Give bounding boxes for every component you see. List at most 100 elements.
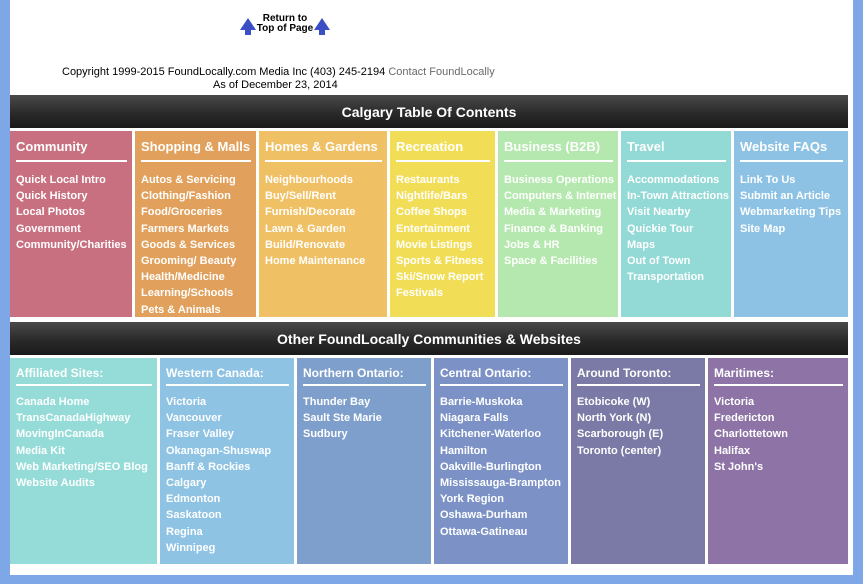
column-link[interactable]: Food/Groceries — [141, 206, 223, 219]
copyright-text: Copyright 1999-2015 FoundLocally.com Med… — [62, 66, 495, 79]
column-link[interactable]: Site Map — [740, 222, 786, 235]
column-link[interactable]: Pets & Animals — [141, 303, 221, 316]
column-link[interactable]: Out of Town — [627, 255, 691, 268]
column-link[interactable]: Goods & Services — [141, 238, 236, 251]
column-link[interactable]: Buy/Sell/Rent — [265, 190, 336, 203]
column-link[interactable]: Webmarketing Tips — [740, 206, 842, 219]
column-link[interactable]: York Region — [440, 493, 504, 506]
column-link[interactable]: Community/Charities — [16, 238, 127, 251]
column-title[interactable]: Website FAQs — [740, 139, 843, 162]
right-frame — [853, 0, 863, 584]
column-link[interactable]: Government — [16, 222, 81, 235]
column-link[interactable]: Coffee Shops — [396, 206, 467, 219]
column-link[interactable]: Winnipeg — [166, 541, 216, 554]
column-title[interactable]: Around Toronto: — [577, 366, 700, 386]
column-link[interactable]: Ski/Snow Report — [396, 271, 484, 284]
column-link[interactable]: Autos & Servicing — [141, 174, 236, 186]
column-link[interactable]: Calgary — [166, 477, 207, 490]
column-link[interactable]: Oshawa-Durham — [440, 509, 528, 522]
column-title[interactable]: Affiliated Sites: — [16, 366, 152, 386]
column-link[interactable]: Link To Us — [740, 174, 796, 186]
column-link[interactable]: Quickie Tour — [627, 222, 694, 235]
column-link[interactable]: Learning/Schools — [141, 287, 234, 300]
column-title[interactable]: Business (B2B) — [504, 139, 613, 162]
column-title[interactable]: Homes & Gardens — [265, 139, 382, 162]
column-link[interactable]: Neighbourhoods — [265, 174, 353, 186]
column-title[interactable]: Recreation — [396, 139, 490, 162]
column-link[interactable]: Quick Local Intro — [16, 174, 106, 186]
column-link[interactable]: Hamilton — [440, 444, 488, 457]
contact-link[interactable]: Contact FoundLocally — [388, 66, 495, 78]
column-link[interactable]: Victoria — [166, 396, 207, 408]
column-link[interactable]: Scarborough (E) — [577, 428, 664, 441]
column-link[interactable]: Grooming/ Beauty — [141, 255, 237, 268]
column-link[interactable]: Edmonton — [166, 493, 221, 506]
column-title[interactable]: Western Canada: — [166, 366, 289, 386]
column-link[interactable]: Ottawa-Gatineau — [440, 525, 528, 538]
column-link[interactable]: Okanagan-Shuswap — [166, 444, 272, 457]
column-link[interactable]: Restaurants — [396, 174, 460, 186]
column-link[interactable]: Entertainment — [396, 222, 470, 235]
column-link[interactable]: Maps — [627, 238, 656, 251]
column-link[interactable]: Sports & Fitness — [396, 255, 484, 268]
column-link[interactable]: Visit Nearby — [627, 206, 691, 219]
column-link[interactable]: Kitchener-Waterloo — [440, 428, 542, 441]
column-link[interactable]: Movie Listings — [396, 238, 473, 251]
column-link[interactable]: In-Town Attractions — [627, 190, 730, 203]
column-link[interactable]: Finance & Banking — [504, 222, 604, 235]
column-link[interactable]: Transportation — [627, 271, 705, 284]
column-link[interactable]: Charlottetown — [714, 428, 788, 441]
column-link[interactable]: Saskatoon — [166, 509, 222, 522]
column-link[interactable]: Banff & Rockies — [166, 460, 251, 473]
column-link[interactable]: Lawn & Garden — [265, 222, 346, 235]
column-link[interactable]: Barrie-Muskoka — [440, 396, 523, 408]
column-title[interactable]: Community — [16, 139, 127, 162]
column-link[interactable]: Festivals — [396, 287, 444, 300]
column-title[interactable]: Travel — [627, 139, 726, 162]
column-link[interactable]: Niagara Falls — [440, 412, 509, 425]
column-link[interactable]: Web Marketing/SEO Blog — [16, 460, 148, 473]
column-link[interactable]: Home Maintenance — [265, 255, 366, 268]
column-title[interactable]: Maritimes: — [714, 366, 843, 386]
column-link[interactable]: Oakville-Burlington — [440, 460, 542, 473]
column-link[interactable]: Fredericton — [714, 412, 775, 425]
column-link[interactable]: Mississauga-Brampton — [440, 477, 562, 490]
column-title[interactable]: Northern Ontario: — [303, 366, 426, 386]
column-link[interactable]: Toronto (center) — [577, 444, 662, 457]
column-link[interactable]: Canada Home — [16, 396, 90, 408]
column-title[interactable]: Shopping & Malls — [141, 139, 251, 162]
column-link[interactable]: Fraser Valley — [166, 428, 234, 441]
column-link[interactable]: Website Audits — [16, 477, 95, 490]
column-link[interactable]: Furnish/Decorate — [265, 206, 356, 219]
column-link[interactable]: Jobs & HR — [504, 238, 560, 251]
column-link[interactable]: Farmers Markets — [141, 222, 230, 235]
column-link[interactable]: Clothing/Fashion — [141, 190, 231, 203]
column-link[interactable]: Media & Marketing — [504, 206, 602, 219]
column-link[interactable]: Sault Ste Marie — [303, 412, 382, 425]
column-2: Northern Ontario: Thunder Bay Sault Ste Ma… — [297, 358, 434, 564]
column-link[interactable]: Business Operations — [504, 174, 615, 186]
column-link[interactable]: Media Kit — [16, 444, 65, 457]
column-link[interactable]: Thunder Bay — [303, 396, 371, 408]
return-to-top-link[interactable]: Return to Top of Page — [240, 12, 330, 36]
column-link[interactable]: Halifax — [714, 444, 751, 457]
column-link[interactable]: Local Photos — [16, 206, 86, 219]
column-link[interactable]: St John's — [714, 460, 764, 473]
column-link[interactable]: Space & Facilities — [504, 255, 598, 268]
column-link[interactable]: Computers & Internet — [504, 190, 617, 203]
column-link[interactable]: TransCanadaHighway — [16, 412, 131, 425]
column-link[interactable]: MovingInCanada — [16, 428, 105, 441]
column-link[interactable]: Health/Medicine — [141, 271, 225, 284]
column-title[interactable]: Central Ontario: — [440, 366, 563, 386]
column-link[interactable]: Etobicoke (W) — [577, 396, 651, 408]
column-link[interactable]: North York (N) — [577, 412, 652, 425]
column-link[interactable]: Victoria — [714, 396, 755, 408]
column-link[interactable]: Build/Renovate — [265, 238, 346, 251]
column-link[interactable]: Regina — [166, 525, 203, 538]
column-link[interactable]: Submit an Article — [740, 190, 831, 203]
column-link[interactable]: Accommodations — [627, 174, 720, 186]
column-link[interactable]: Quick History — [16, 190, 88, 203]
column-link[interactable]: Vancouver — [166, 412, 222, 425]
column-link[interactable]: Sudbury — [303, 428, 348, 441]
column-link[interactable]: Nightlife/Bars — [396, 190, 468, 203]
